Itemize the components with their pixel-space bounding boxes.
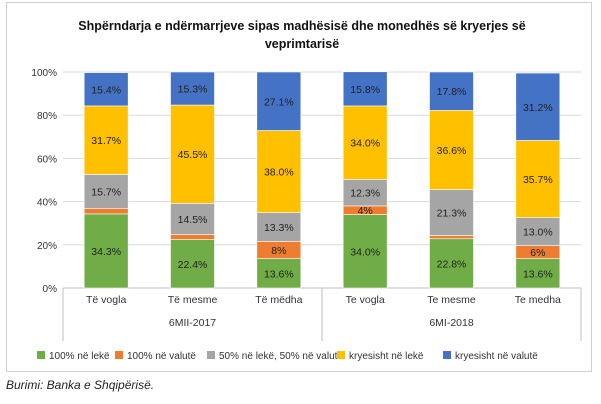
bar-segment [429,235,474,240]
legend-label: 100% në valutë [127,351,196,362]
bar-segment [429,238,474,289]
data-label: 14.5% [178,214,208,226]
data-label: 8% [271,245,286,257]
legend-label: kryesisht në lekë [349,351,424,362]
data-label: 13.3% [264,222,294,234]
bar-segment [342,105,388,180]
legend-swatch [37,351,45,359]
bar-segment [83,72,129,107]
data-label: 31.2% [523,102,553,114]
bar-segment [170,104,215,204]
data-label: 15.3% [178,84,208,96]
data-label: 34.3% [91,246,121,258]
legend-swatch [337,351,345,359]
legend-swatch [207,351,215,359]
legend-swatch [443,351,451,359]
bar-segment [515,140,561,218]
bar-segment [342,179,388,207]
data-label: 4% [358,205,373,217]
x-category-label: Te medha [515,294,561,306]
group-label: 6MI-2018 [429,317,474,329]
data-label: 15.4% [91,84,121,96]
bar-segment [256,130,302,213]
data-label: 13.6% [264,268,294,280]
bar-segment [170,203,215,235]
y-tick-label: 60% [37,154,57,165]
legend-label: 50% në lekë, 50% në valutë [219,351,343,362]
data-label: 31.7% [91,135,121,147]
y-tick-label: 100% [31,68,57,79]
data-label: 22.8% [437,258,467,270]
y-tick-label: 0% [43,284,58,295]
bar-segment [83,207,129,215]
bar-segment [515,258,561,289]
data-label: 22.4% [178,259,208,271]
bar-segment [170,234,215,240]
data-label: 12.3% [350,188,380,200]
group-label: 6MII-2017 [169,317,216,329]
data-label: 35.7% [523,174,553,186]
data-label: 13.0% [523,227,553,239]
chart-frame: Shpërndarja e ndërmarrjeve sipas madhësi… [6,2,592,372]
data-label: 15.7% [91,186,121,198]
bar-segment [429,189,474,236]
bar-segment [342,71,388,107]
data-label: 13.6% [523,268,553,280]
bar-segment [83,213,129,289]
data-label: 15.8% [350,84,380,96]
x-category-label: Te vogla [346,294,385,306]
x-category-label: Të mëdha [255,294,302,306]
data-label: 21.3% [437,208,467,220]
x-category-label: Të mesme [168,294,218,306]
bar-segment [83,174,129,209]
bar-segment [429,71,474,111]
legend-swatch [115,351,123,359]
data-label: 6% [530,247,545,259]
bar-segment [515,217,561,246]
y-tick-label: 40% [37,198,57,209]
data-label: 27.1% [264,96,294,108]
bar-segment [170,71,215,106]
bar-segment [342,214,388,289]
data-label: 45.5% [178,149,208,161]
data-label: 38.0% [264,167,294,179]
x-category-label: Të vogla [86,294,126,306]
source-note: Burimi: Banka e Shqipërisë. [6,378,155,392]
stacked-bar-chart: 0% 20% 40% 60% 80% 100% 34.3% 15.7% 31.7% 15.4% Të… [31,68,582,362]
bar-segment [170,239,215,289]
data-label: 34.0% [350,246,380,258]
data-label: 34.0% [350,138,380,150]
bar-segment [256,71,302,131]
data-label: 17.8% [437,86,467,98]
legend-label: 100% në lekë [49,351,110,362]
data-label: 36.6% [437,145,467,157]
bar-segment [429,110,474,190]
bar-segment [515,72,561,141]
legend-label: kryesisht në valutë [455,351,538,362]
bar-segment [256,258,302,289]
y-tick-label: 80% [37,111,57,122]
chart-title: Shpërndarja e ndërmarrjeve sipas madhësi… [78,19,526,51]
x-category-label: Te mesme [427,294,476,306]
y-tick-label: 20% [37,241,57,252]
